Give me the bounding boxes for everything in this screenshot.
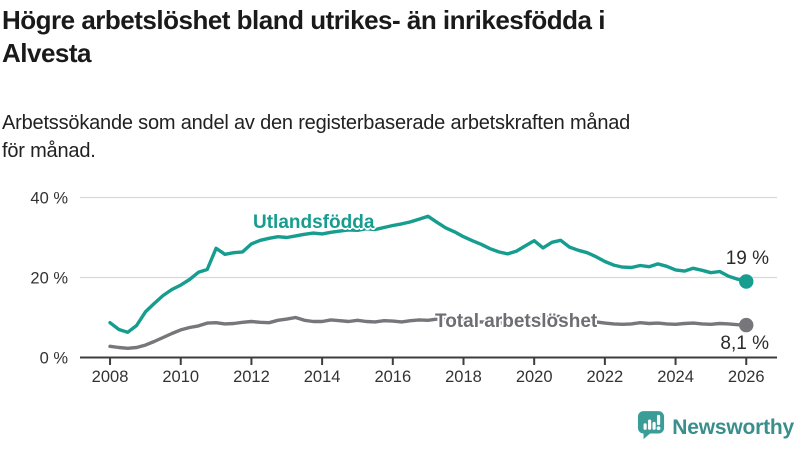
- chart-subtitle-line-1: Arbetssökande som andel av den registerb…: [2, 112, 631, 134]
- newsworthy-logo: Newsworthy: [637, 410, 794, 444]
- series-label-total-arbetsloshet: Total arbetslöshet: [435, 311, 598, 332]
- chart-subtitle-line-2: för månad.: [2, 140, 96, 162]
- x-axis-tick-label: 2026: [728, 368, 765, 386]
- x-axis-tick-label: 2018: [445, 368, 482, 386]
- newsworthy-icon: [638, 411, 665, 440]
- end-value-total: 8,1 %: [720, 333, 769, 354]
- series-line-total: [108, 313, 748, 350]
- x-axis-tick-label: 2016: [374, 368, 411, 386]
- end-value-utlandsfodda: 19 %: [725, 248, 769, 269]
- chart-title-line-1: Högre arbetslöshet bland utrikes- än inr…: [2, 5, 605, 35]
- newsworthy-brand-text: Newsworthy: [672, 415, 794, 439]
- chart-subtitle: Arbetssökande som andel av den registerb…: [2, 109, 782, 165]
- x-axis-tick-label: 2022: [587, 368, 624, 386]
- y-axis-tick-label: 40 %: [30, 190, 68, 208]
- x-axis-tick-label: 2024: [657, 368, 694, 386]
- chart-title: Högre arbetslöshet bland utrikes- än inr…: [2, 4, 772, 70]
- series-line-utlandsfodda: [108, 214, 748, 334]
- chart-title-line-2: Alvesta: [2, 38, 92, 68]
- x-axis-tick-label: 2012: [233, 368, 270, 386]
- x-axis-tick-label: 2008: [92, 368, 129, 386]
- x-axis-tick-label: 2020: [516, 368, 553, 386]
- series-end-dot-utlandsfodda: [739, 274, 754, 289]
- series-end-dot-total: [739, 317, 754, 333]
- y-axis-tick-label: 0 %: [40, 350, 69, 368]
- y-axis-tick-label: 20 %: [30, 270, 68, 288]
- x-axis-tick-label: 2010: [162, 368, 199, 386]
- series-label-utlandsfodda: Utlandsfödda: [253, 212, 375, 233]
- x-axis-tick-label: 2014: [304, 368, 341, 386]
